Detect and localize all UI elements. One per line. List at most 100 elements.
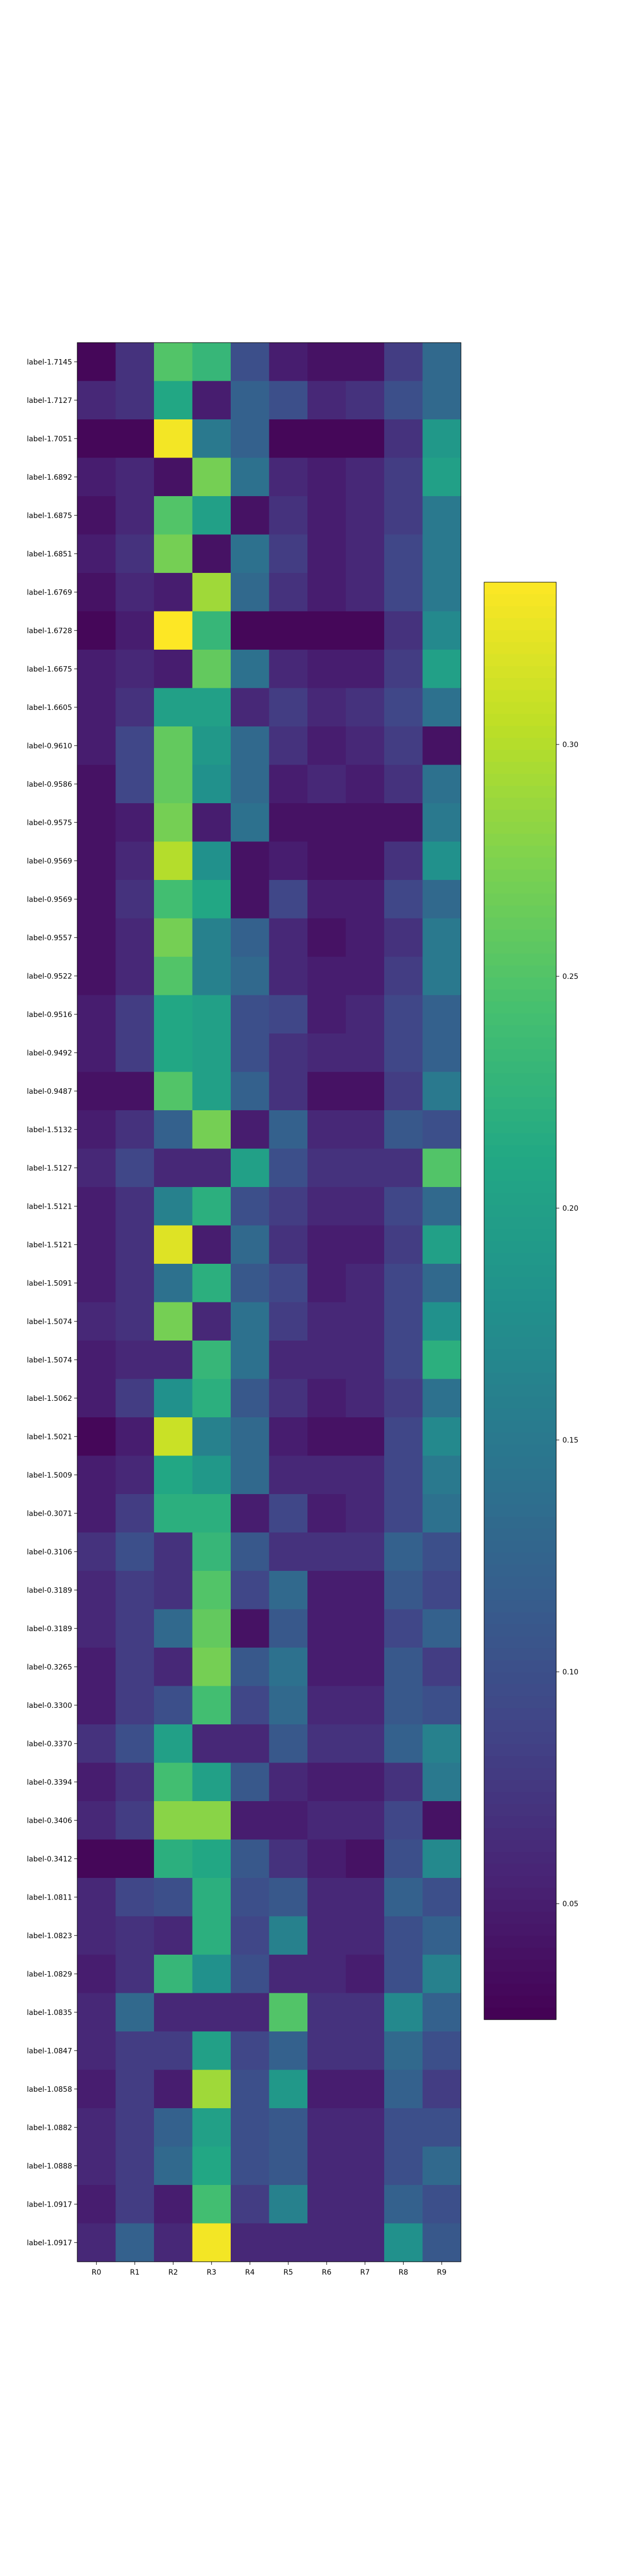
heatmap-cell — [269, 880, 308, 919]
x-tick-label: R3 — [207, 2268, 216, 2277]
heatmap-cell — [307, 1110, 347, 1149]
heatmap-cell — [115, 880, 154, 919]
colorbar-band — [484, 1013, 556, 1026]
heatmap-cell — [384, 2223, 423, 2262]
colorbar-band — [484, 965, 556, 978]
colorbar-band — [484, 1193, 556, 1206]
heatmap-cell — [231, 1916, 270, 1955]
heatmap-cell — [269, 2108, 308, 2147]
heatmap-cell — [154, 419, 193, 459]
heatmap-cell — [307, 611, 347, 650]
heatmap-cell — [307, 419, 347, 459]
heatmap-cell — [384, 765, 423, 804]
heatmap-cell — [422, 726, 461, 766]
heatmap-cell — [192, 1302, 231, 1341]
heatmap-cell — [77, 1878, 116, 1917]
heatmap-cell — [154, 841, 193, 880]
y-tick-label: label-1.6875 — [27, 512, 72, 520]
heatmap-cell — [154, 688, 193, 727]
heatmap-cell — [346, 2146, 385, 2185]
heatmap-cell — [192, 1648, 231, 1687]
heatmap-cell — [269, 573, 308, 612]
colorbar-band — [484, 1289, 556, 1301]
heatmap-cell — [192, 1878, 231, 1917]
heatmap-cell — [269, 841, 308, 880]
heatmap-cell — [346, 1341, 385, 1380]
colorbar-band — [484, 1493, 556, 1505]
heatmap-cell — [231, 419, 270, 459]
heatmap-cell — [307, 457, 347, 497]
colorbar-band — [484, 941, 556, 954]
heatmap-cell — [422, 688, 461, 727]
heatmap-cell — [422, 1801, 461, 1840]
heatmap-cell — [307, 1532, 347, 1571]
colorbar-band — [484, 798, 556, 810]
heatmap-cell — [346, 1648, 385, 1687]
heatmap-cell — [231, 1532, 270, 1571]
heatmap-cell — [346, 1686, 385, 1725]
heatmap-cell — [346, 573, 385, 612]
heatmap-cell — [422, 1110, 461, 1149]
colorbar-band — [484, 1504, 556, 1517]
heatmap-cell — [307, 2070, 347, 2109]
heatmap-cell — [307, 1839, 347, 1878]
heatmap-cell — [346, 2070, 385, 2109]
colorbar-band — [484, 1205, 556, 1217]
heatmap-cell — [231, 841, 270, 880]
heatmap-cell — [269, 1302, 308, 1341]
colorbar-band — [484, 1552, 556, 1565]
heatmap-cell — [192, 1148, 231, 1188]
colorbar-band — [484, 666, 556, 679]
x-tick-label: R2 — [168, 2268, 178, 2277]
heatmap-cell — [422, 1609, 461, 1648]
heatmap-cell — [231, 1609, 270, 1648]
heatmap-cell — [154, 918, 193, 957]
y-tick-label: label-0.9557 — [27, 934, 72, 942]
heatmap-cell — [192, 2108, 231, 2147]
heatmap-cell — [384, 1302, 423, 1341]
colorbar-band — [484, 1684, 556, 1697]
x-tick-label: R7 — [360, 2268, 370, 2277]
colorbar-band — [484, 1121, 556, 1134]
heatmap-cell — [154, 1839, 193, 1878]
heatmap-cell — [384, 1187, 423, 1226]
heatmap-cell — [422, 343, 461, 382]
heatmap-cells — [77, 343, 461, 2262]
heatmap-cell — [307, 1341, 347, 1380]
heatmap-cell — [77, 803, 116, 842]
heatmap-cell — [269, 1379, 308, 1418]
y-tick-label: label-0.3189 — [27, 1586, 72, 1595]
colorbar-band — [484, 1241, 556, 1253]
colorbar-band — [484, 1959, 556, 1972]
heatmap-cell — [192, 496, 231, 535]
heatmap-cell — [307, 1762, 347, 1802]
heatmap-cell — [346, 726, 385, 766]
heatmap-cell — [307, 918, 347, 957]
heatmap-cell — [154, 1341, 193, 1380]
colorbar-band — [484, 1349, 556, 1361]
heatmap-cell — [77, 1148, 116, 1188]
heatmap-cell — [307, 1148, 347, 1188]
heatmap-cell — [384, 1532, 423, 1571]
heatmap-cell — [231, 803, 270, 842]
heatmap-cell — [384, 1571, 423, 1610]
heatmap-cell — [115, 1878, 154, 1917]
heatmap-cell — [384, 534, 423, 573]
colorbar-band — [484, 1804, 556, 1817]
heatmap-cell — [192, 611, 231, 650]
heatmap-cell — [231, 1801, 270, 1840]
y-tick-label: label-0.9516 — [27, 1011, 72, 1019]
heatmap-cell — [77, 1801, 116, 1840]
heatmap-cell — [154, 957, 193, 996]
colorbar-band — [484, 1480, 556, 1493]
heatmap-cell — [269, 1571, 308, 1610]
y-tick-label: label-0.9492 — [27, 1049, 72, 1057]
y-tick-label: label-0.3106 — [27, 1548, 72, 1556]
heatmap-cell — [154, 2223, 193, 2262]
heatmap-cell — [192, 1801, 231, 1840]
heatmap-cell — [192, 957, 231, 996]
heatmap-cell — [115, 2146, 154, 2185]
colorbar-ticks: 0.05 0.10 0.15 0.20 0.25 0.30 — [556, 741, 578, 1908]
heatmap-cell — [422, 2223, 461, 2262]
heatmap-cell — [269, 1609, 308, 1648]
